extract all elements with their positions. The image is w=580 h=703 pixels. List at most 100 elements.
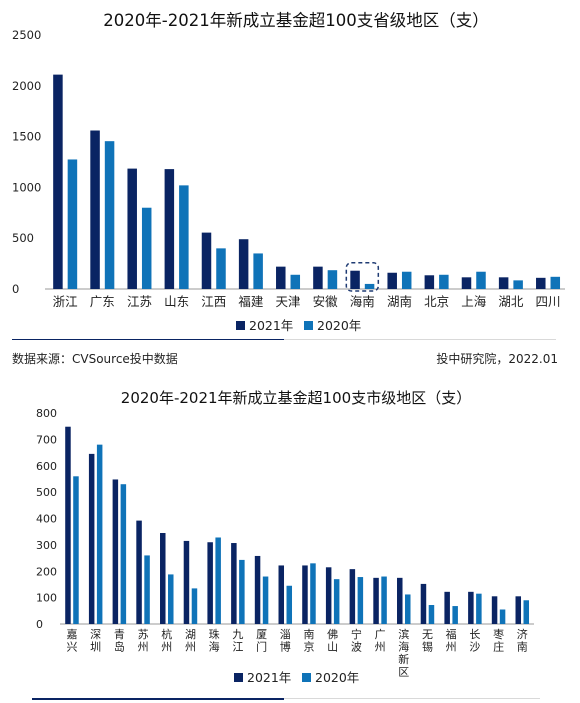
x-tick-label: 海南: [350, 294, 375, 309]
x-tick-label: 广东: [90, 294, 115, 309]
bar-2021: [498, 277, 509, 289]
x-tick-label-char: 福: [446, 627, 457, 641]
y-tick-label: 500: [36, 486, 57, 499]
y-tick-label: 200: [36, 565, 57, 578]
x-tick-label-char: 江: [232, 641, 243, 654]
bar-2020: [333, 579, 340, 624]
bar-2020: [357, 577, 364, 624]
bar-2020: [73, 476, 79, 624]
source-note: 数据来源：CVSource投中数据: [12, 352, 178, 366]
x-tick-label-char: 佛: [327, 628, 338, 641]
x-tick-label-char: 南: [303, 628, 314, 641]
bar-2020: [67, 159, 78, 289]
bar-2020: [476, 593, 482, 624]
x-tick-label: 天津: [276, 294, 301, 309]
x-tick-label: 安徽: [313, 294, 339, 309]
bar-2021: [231, 543, 237, 624]
y-tick-label: 300: [36, 539, 57, 552]
x-tick-label-char: 宁: [351, 627, 362, 641]
bar-2020: [120, 484, 127, 624]
x-tick-label: 江苏: [127, 294, 152, 309]
bar-2020: [141, 207, 152, 289]
bar-2020: [179, 185, 189, 289]
bar-2020: [215, 537, 221, 624]
x-tick-label-char: 庄: [493, 640, 504, 654]
divider-dark: [12, 339, 284, 340]
x-tick-label-char: 淄: [280, 628, 291, 641]
legend-label: 2020年: [315, 670, 359, 685]
bar-2021: [491, 596, 498, 624]
x-tick-label-char: 无: [422, 628, 433, 641]
y-tick-label: 1000: [12, 180, 41, 194]
x-tick-label-char: 区: [398, 666, 409, 679]
x-tick-label-char: 波: [351, 641, 362, 654]
y-tick-label: 100: [36, 592, 57, 605]
bar-2020: [381, 576, 387, 624]
x-tick-label: 山东: [164, 294, 189, 309]
city-chart: 2020年-2021年新成立基金超100支市级地区（支） 0 100 200 300 40…: [32, 389, 540, 700]
bar-2021: [65, 426, 71, 624]
bar-2021: [127, 168, 137, 289]
x-tick-label-char: 海: [209, 640, 220, 654]
x-tick-label-char: 兴: [66, 641, 77, 654]
bar-2021: [201, 232, 212, 289]
bar-2021: [160, 533, 166, 624]
bar-2020: [452, 606, 458, 624]
bar-2021: [112, 479, 119, 624]
bar-2020: [428, 605, 435, 624]
x-tick-label-char: 珠: [209, 627, 220, 641]
x-tick-label-char: 州: [161, 641, 172, 654]
legend-swatch-2020: [302, 673, 311, 682]
bar-2021: [536, 277, 546, 289]
bar-2021: [387, 272, 397, 289]
bar-2020: [144, 555, 150, 624]
bar-2021: [136, 520, 142, 624]
x-tick-label-char: 门: [256, 640, 267, 654]
bar-2020: [405, 594, 411, 624]
bar-2021: [515, 596, 522, 624]
y-tick-label: 0: [36, 618, 43, 631]
x-tick-label-char: 州: [185, 641, 196, 654]
bar-2021: [424, 275, 435, 289]
legend-swatch-2020: [304, 321, 313, 330]
x-tick-label-char: 岛: [114, 640, 125, 654]
x-tick-label-char: 州: [446, 641, 457, 654]
bar-2021: [88, 453, 95, 624]
bar-2020: [550, 276, 561, 289]
bar-2021: [461, 277, 472, 289]
bar-2021: [350, 270, 360, 289]
x-tick-label-char: 州: [375, 641, 386, 654]
bar-2021: [349, 569, 356, 624]
x-tick-label-char: 深: [90, 628, 101, 641]
bar-2020: [168, 574, 174, 624]
x-tick-label-char: 青: [114, 628, 125, 641]
x-tick-label: 湖南: [387, 294, 412, 309]
bar-2021: [468, 591, 474, 624]
bar-2020: [286, 585, 293, 624]
x-tick-label-char: 海: [398, 640, 409, 654]
bar-2020: [476, 271, 486, 289]
legend-swatch-2021: [236, 321, 245, 330]
bar-2020: [216, 248, 226, 289]
bar-2021: [325, 567, 332, 624]
x-tick-label-char: 南: [517, 641, 528, 654]
bar-2020: [523, 600, 530, 624]
x-tick-label-char: 厦: [256, 628, 267, 641]
bar-2020: [253, 253, 263, 289]
y-tick-label: 500: [12, 231, 34, 245]
bar-2020: [327, 270, 338, 289]
legend-label: 2021年: [247, 670, 291, 685]
bar-2021: [164, 169, 175, 289]
chart-title: 2020年-2021年新成立基金超100支市级地区（支）: [121, 389, 471, 407]
x-tick-label-char: 九: [232, 628, 243, 641]
bar-2020: [104, 141, 115, 289]
y-tick-label: 700: [36, 433, 57, 446]
bar-2021: [444, 591, 450, 624]
bar-2021: [183, 540, 190, 624]
x-tick-label-char: 沙: [469, 641, 480, 654]
bar-2021: [278, 565, 285, 624]
x-tick-label: 北京: [424, 294, 449, 309]
x-tick-label: 江西: [201, 294, 226, 309]
y-tick-label: 0: [12, 282, 19, 296]
